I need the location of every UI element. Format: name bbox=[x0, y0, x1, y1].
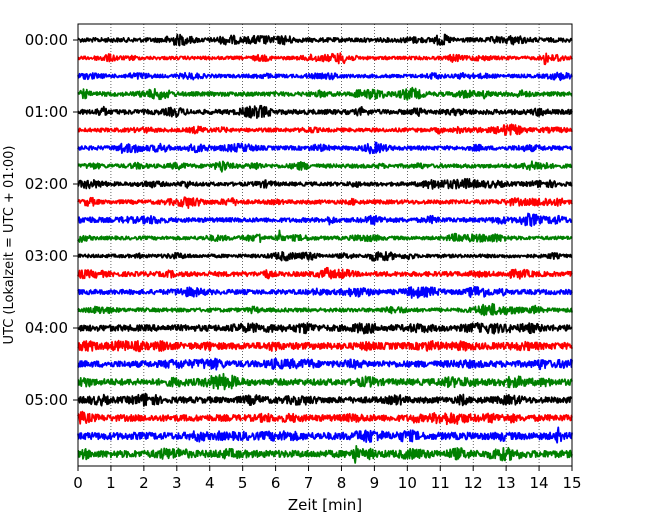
x-tick-label: 1 bbox=[106, 474, 116, 492]
trace-row-4 bbox=[77, 104, 573, 119]
x-tick-label: 4 bbox=[205, 474, 215, 492]
trace-row-0 bbox=[77, 33, 573, 47]
trace-row-23 bbox=[77, 445, 573, 464]
trace-row-17 bbox=[77, 339, 573, 353]
trace-row-3 bbox=[77, 86, 573, 101]
x-tick-label: 2 bbox=[139, 474, 149, 492]
seismic-traces bbox=[77, 33, 573, 464]
y-axis-ticks: 00:00 01:00 02:00 03:00 04:00 05:00 bbox=[25, 31, 78, 409]
x-tick-label: 5 bbox=[238, 474, 248, 492]
x-tick-label: 6 bbox=[271, 474, 281, 492]
trace-row-5 bbox=[77, 123, 573, 137]
x-axis-ticks: 0 1 2 3 4 5 6 7 8 9 10 11 12 13 14 15 bbox=[73, 466, 582, 492]
trace-row-21 bbox=[77, 410, 573, 426]
trace-row-12 bbox=[77, 250, 573, 262]
trace-row-11 bbox=[77, 229, 573, 244]
trace-row-6 bbox=[77, 141, 573, 155]
x-tick-label: 7 bbox=[304, 474, 314, 492]
y-tick-label: 01:00 bbox=[25, 103, 68, 121]
y-tick-label: 05:00 bbox=[25, 391, 68, 409]
y-tick-label: 00:00 bbox=[25, 31, 68, 49]
trace-row-1 bbox=[77, 52, 573, 66]
y-tick-label: 04:00 bbox=[25, 319, 68, 337]
x-tick-label: 9 bbox=[370, 474, 380, 492]
trace-row-9 bbox=[77, 196, 573, 209]
trace-row-13 bbox=[77, 266, 573, 280]
y-tick-label: 03:00 bbox=[25, 247, 68, 265]
trace-row-18 bbox=[77, 357, 573, 371]
trace-row-14 bbox=[77, 285, 573, 299]
x-tick-label: 15 bbox=[562, 474, 581, 492]
trace-row-19 bbox=[77, 372, 573, 391]
trace-row-20 bbox=[77, 392, 573, 407]
trace-row-22 bbox=[77, 426, 573, 444]
x-tick-label: 3 bbox=[172, 474, 182, 492]
x-tick-label: 10 bbox=[398, 474, 417, 492]
x-axis-label: Zeit [min] bbox=[288, 496, 362, 514]
x-tick-label: 8 bbox=[337, 474, 347, 492]
x-tick-label: 11 bbox=[431, 474, 450, 492]
x-tick-label: 14 bbox=[530, 474, 549, 492]
y-axis-label: UTC (Lokalzeit = UTC + 01:00) bbox=[2, 146, 17, 345]
x-tick-label: 12 bbox=[464, 474, 483, 492]
trace-row-7 bbox=[77, 160, 573, 173]
trace-row-15 bbox=[77, 302, 573, 317]
trace-row-16 bbox=[77, 322, 573, 335]
x-tick-label: 0 bbox=[73, 474, 83, 492]
x-tick-label: 13 bbox=[497, 474, 516, 492]
y-tick-label: 02:00 bbox=[25, 175, 68, 193]
plot-frame bbox=[77, 23, 573, 467]
trace-row-8 bbox=[77, 177, 573, 190]
trace-row-10 bbox=[77, 212, 573, 227]
trace-row-2 bbox=[77, 71, 573, 82]
